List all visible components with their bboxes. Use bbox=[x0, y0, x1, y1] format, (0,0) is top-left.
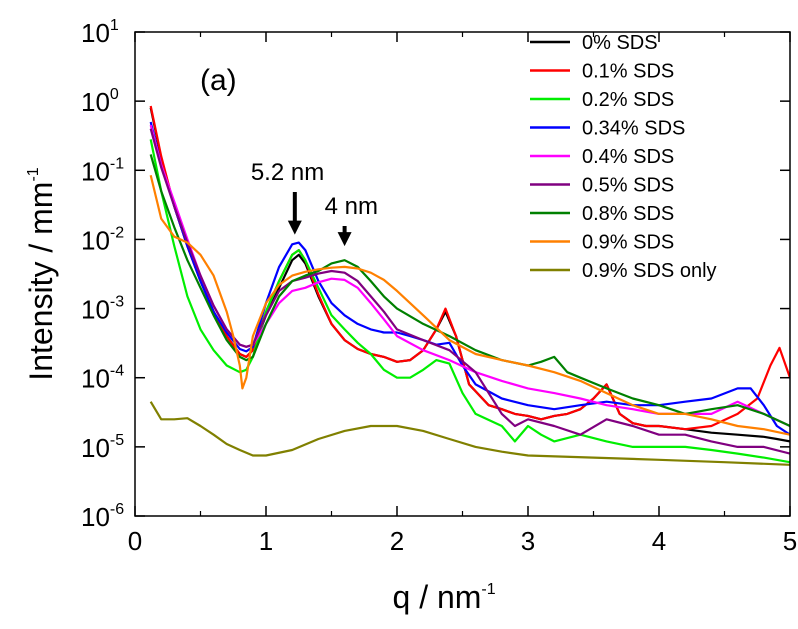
legend-label-4: 0.4% SDS bbox=[582, 146, 674, 168]
y-tick-label-1-exponent: -5 bbox=[110, 432, 124, 449]
y-tick-label-2-base: 10 bbox=[81, 364, 110, 394]
series-line-2 bbox=[149, 139, 790, 464]
y-tick-label-3: 10-3 bbox=[81, 294, 124, 325]
legend-label-1: 0.1% SDS bbox=[582, 61, 674, 83]
y-tick-label-5-base: 10 bbox=[81, 156, 110, 186]
y-tick-label-4-base: 10 bbox=[81, 225, 110, 255]
annotation-label-0: 5.2 nm bbox=[251, 159, 324, 186]
x-tick-label-1: 1 bbox=[259, 526, 273, 556]
x-tick-label-2: 2 bbox=[390, 526, 404, 556]
y-tick-label-3-base: 10 bbox=[81, 295, 110, 325]
annotation-arrowhead-1 bbox=[337, 232, 352, 247]
series-line-8 bbox=[149, 401, 790, 466]
y-tick-label-6-exponent: 0 bbox=[110, 86, 119, 103]
y-axis-title-base: Intensity / mm bbox=[23, 182, 59, 381]
y-tick-label-2-exponent: -4 bbox=[110, 363, 124, 380]
series-group bbox=[149, 105, 790, 466]
legend-label-0: 0% SDS bbox=[582, 32, 658, 54]
y-tick-label-7-base: 10 bbox=[81, 18, 110, 48]
y-tick-label-7: 101 bbox=[81, 17, 119, 48]
annotation-arrowhead-0 bbox=[287, 220, 302, 235]
y-tick-label-5-exponent: -1 bbox=[110, 155, 124, 172]
y-tick-label-4-exponent: -2 bbox=[110, 224, 124, 241]
y-tick-label-5: 10-1 bbox=[81, 155, 124, 186]
series-line-5 bbox=[149, 128, 790, 455]
x-axis-title-base: q / nm bbox=[393, 579, 482, 615]
y-tick-label-2: 10-4 bbox=[81, 363, 124, 394]
x-tick-label-3: 3 bbox=[521, 526, 535, 556]
y-tick-label-0-exponent: -6 bbox=[110, 501, 124, 518]
x-axis-title: q / nm-1 bbox=[393, 579, 496, 615]
y-tick-label-1-base: 10 bbox=[81, 433, 110, 463]
y-axis-title: Intensity / mm-1 bbox=[23, 167, 59, 380]
y-tick-label-6: 100 bbox=[81, 86, 119, 117]
x-tick-label-5: 5 bbox=[783, 526, 797, 556]
series-line-6 bbox=[149, 154, 790, 427]
x-tick-label-4: 4 bbox=[652, 526, 666, 556]
legend-label-8: 0.9% SDS only bbox=[582, 260, 717, 282]
y-tick-label-3-exponent: -3 bbox=[110, 294, 124, 311]
panel-label: (a) bbox=[200, 64, 237, 97]
y-tick-label-7-exponent: 1 bbox=[110, 17, 119, 34]
legend-label-6: 0.8% SDS bbox=[582, 203, 674, 225]
legend-label-7: 0.9% SDS bbox=[582, 232, 674, 254]
y-tick-label-0: 10-6 bbox=[81, 501, 124, 532]
annotation-label-1: 4 nm bbox=[325, 193, 378, 220]
series-line-3 bbox=[149, 121, 790, 436]
legend-label-3: 0.34% SDS bbox=[582, 118, 685, 140]
x-axis-title-exponent: -1 bbox=[481, 581, 495, 598]
y-axis-title-exponent: -1 bbox=[25, 167, 42, 181]
y-tick-label-4: 10-2 bbox=[81, 224, 124, 255]
x-tick-label-0: 0 bbox=[128, 526, 142, 556]
y-tick-label-1: 10-5 bbox=[81, 432, 124, 463]
y-tick-label-6-base: 10 bbox=[81, 87, 110, 117]
y-tick-label-0-base: 10 bbox=[81, 502, 110, 532]
legend-label-5: 0.5% SDS bbox=[582, 175, 674, 197]
legend-label-2: 0.2% SDS bbox=[582, 89, 674, 111]
series-line-7 bbox=[149, 174, 790, 436]
